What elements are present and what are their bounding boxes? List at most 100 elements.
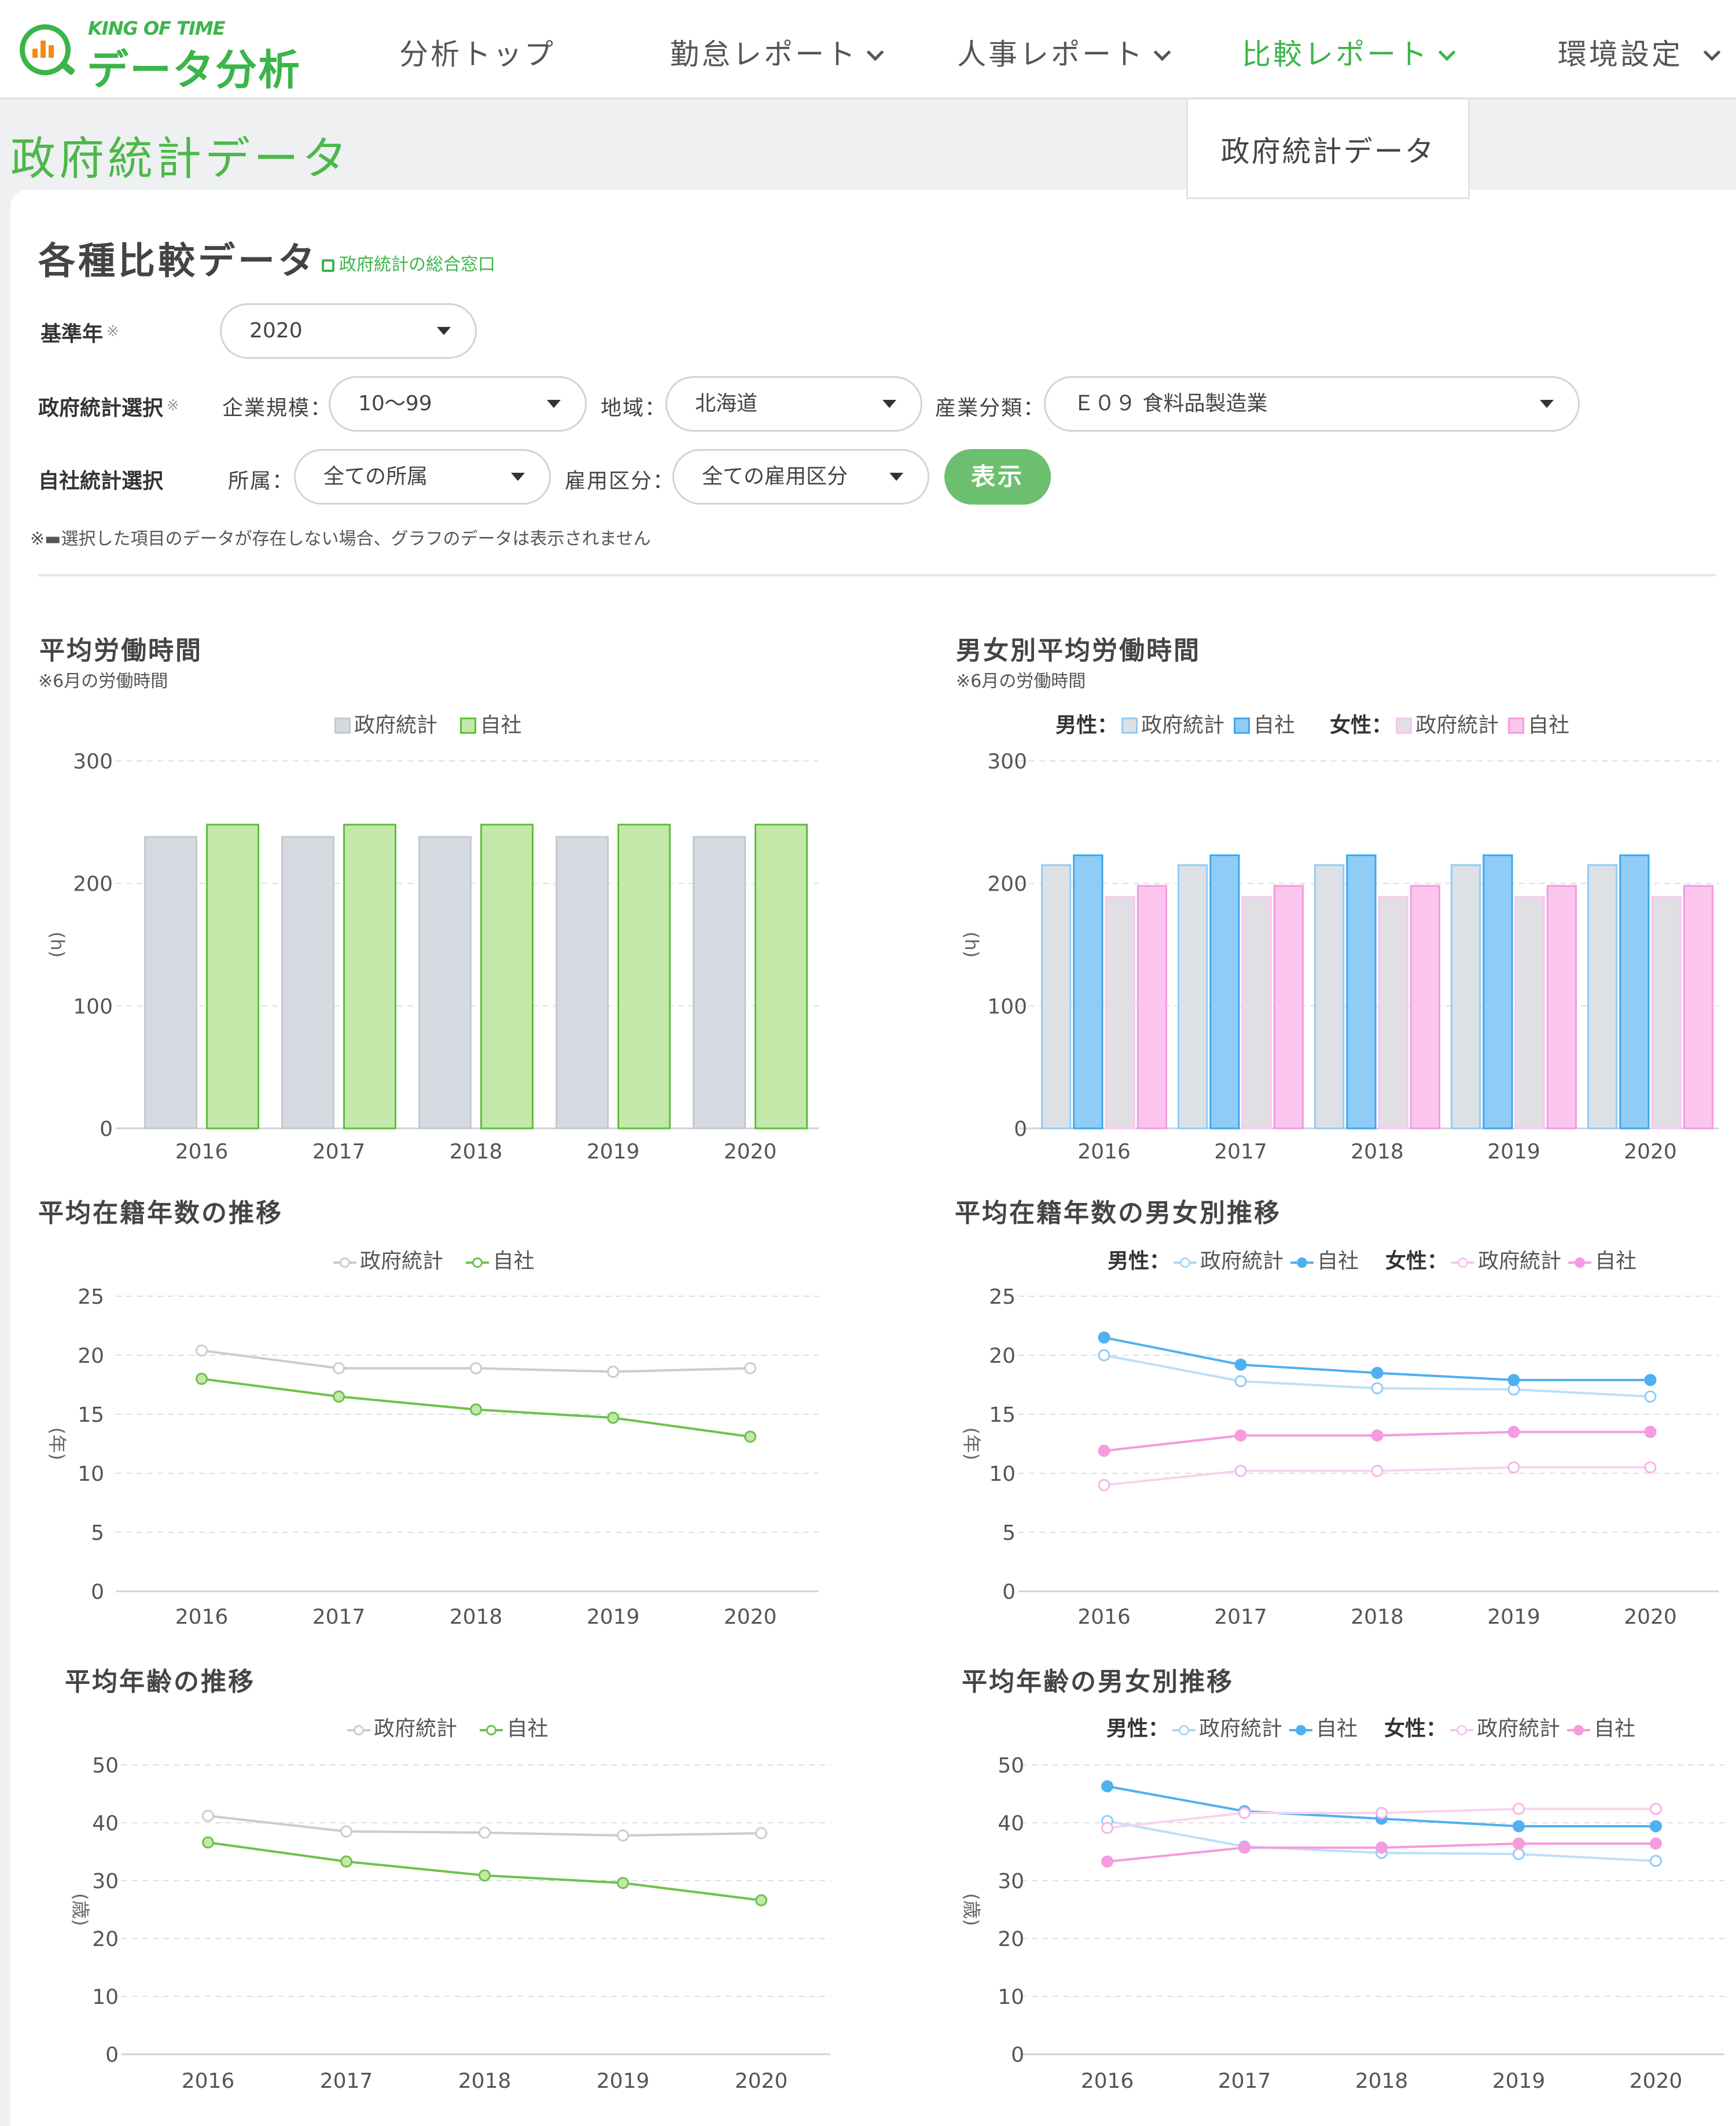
nav-hr-report[interactable]: 人事レポート xyxy=(957,31,1171,73)
y-tick-label: 10 xyxy=(989,1462,1016,1486)
x-tick-label: 2020 xyxy=(1624,1605,1677,1629)
base-year-select[interactable]: 2020 xyxy=(220,303,477,359)
legend-item-male-own[interactable]: 自社 xyxy=(1289,1717,1358,1741)
legend-item-male-gov[interactable]: 政府統計 xyxy=(1121,713,1224,737)
employment-type-select[interactable]: 全ての雇用区分 xyxy=(672,449,929,505)
bar xyxy=(1410,885,1440,1130)
required-mark: ※ xyxy=(106,323,119,340)
legend-item-female-gov[interactable]: 政府統計 xyxy=(1451,1249,1561,1273)
submenu-item-government-stats[interactable]: 政府統計データ xyxy=(1186,100,1470,199)
legend-item-own[interactable]: 自社 xyxy=(480,1717,548,1741)
x-tick-label: 2019 xyxy=(597,2069,650,2093)
nav-settings[interactable]: 環境設定 xyxy=(1558,31,1721,73)
chart-title-avg-hours: 平均労働時間 xyxy=(39,636,203,665)
bar xyxy=(1483,854,1513,1130)
bar xyxy=(1378,896,1408,1130)
data-point xyxy=(1101,1780,1113,1793)
chart-title-gender-age: 平均年齢の男女別推移 xyxy=(962,1667,1234,1697)
y-axis-label: (h) xyxy=(46,932,68,958)
industry-select[interactable]: Ｅ０９ 食料品製造業 xyxy=(1044,376,1580,432)
legend-line xyxy=(1174,1255,1197,1271)
data-point xyxy=(1101,1855,1113,1868)
chart-subtitle-avg-hours: ※6月の労働時間 xyxy=(38,671,168,691)
legend-label: 自社 xyxy=(492,1249,535,1273)
bar xyxy=(281,836,334,1130)
legend-avg-hours: 政府統計 自社 xyxy=(334,708,538,738)
legend-item-female-gov[interactable]: 政府統計 xyxy=(1396,713,1499,737)
nav-analysis-top[interactable]: 分析トップ xyxy=(399,31,556,73)
nav-comparison-report[interactable]: 比較レポート xyxy=(1242,31,1456,73)
region-select[interactable]: 北海道 xyxy=(665,376,922,432)
y-tick-label: 100 xyxy=(987,995,1027,1018)
legend-label: 政府統計 xyxy=(1415,713,1499,737)
y-tick-label: 10 xyxy=(998,1985,1024,2009)
legend-item-gov[interactable]: 政府統計 xyxy=(334,713,437,737)
bar xyxy=(418,836,472,1130)
bar xyxy=(1041,864,1072,1130)
legend-item-female-gov[interactable]: 政府統計 xyxy=(1450,1717,1560,1741)
legend-label: 政府統計 xyxy=(1200,1249,1284,1273)
legend-item-female-own[interactable]: 自社 xyxy=(1568,1249,1636,1273)
required-mark: ※ xyxy=(167,397,179,414)
legend-item-male-gov[interactable]: 政府統計 xyxy=(1172,1717,1282,1741)
legend-label: 自社 xyxy=(1317,1249,1359,1273)
nav-attendance-report[interactable]: 勤怠レポート xyxy=(670,31,884,73)
legend-label: 政府統計 xyxy=(360,1249,444,1273)
chart-gender-tenure: 0 5 10 15 20 25 (年) 2016 2017 2018 2019 2020 xyxy=(961,1285,1719,1629)
legend-item-gov[interactable]: 政府統計 xyxy=(347,1717,457,1741)
x-tick-label: 2020 xyxy=(724,1140,777,1164)
external-link-icon xyxy=(322,259,334,272)
data-point xyxy=(755,1894,767,1907)
data-point xyxy=(1098,1478,1110,1491)
bar xyxy=(1651,896,1682,1130)
data-point xyxy=(1507,1374,1520,1386)
legend-item-male-gov[interactable]: 政府統計 xyxy=(1174,1249,1283,1273)
caret-down-icon xyxy=(889,473,903,481)
page-title: 政府統計データ xyxy=(10,133,351,185)
region-label: 地域： xyxy=(601,396,667,420)
legend-item-male-own[interactable]: 自社 xyxy=(1290,1249,1359,1273)
caret-down-icon xyxy=(882,400,896,408)
data-point xyxy=(1371,1465,1384,1477)
nav-label: 分析トップ xyxy=(399,38,556,71)
chart-gender-hours: 0 100 200 300 (h) 2016 2017 2018 2019 2020 xyxy=(961,750,1719,1164)
y-axis-label: (年) xyxy=(46,1428,68,1461)
legend-item-male-own[interactable]: 自社 xyxy=(1234,713,1295,737)
department-select[interactable]: 全ての所属 xyxy=(294,449,551,505)
company-size-select[interactable]: 10〜99 xyxy=(329,376,587,432)
external-link-label: 政府統計の総合窓口 xyxy=(339,255,495,275)
y-tick-label: 0 xyxy=(105,2043,119,2067)
legend-group-female: 女性： xyxy=(1384,1717,1447,1741)
y-tick-label: 15 xyxy=(989,1403,1016,1427)
external-link[interactable]: 政府統計の総合窓口 xyxy=(322,250,495,275)
chart-title-gender-hours: 男女別平均労働時間 xyxy=(956,636,1201,665)
caret-down-icon xyxy=(547,400,561,408)
x-tick-label: 2016 xyxy=(1081,2069,1134,2093)
data-point xyxy=(1650,1820,1662,1833)
x-tick-label: 2020 xyxy=(1630,2069,1683,2093)
data-point xyxy=(196,1344,208,1357)
bar xyxy=(1105,896,1135,1130)
section-title: 各種比較データ xyxy=(38,240,318,283)
data-point xyxy=(1513,1837,1525,1850)
data-point xyxy=(617,1877,629,1889)
x-tick-label: 2018 xyxy=(458,2069,512,2093)
legend-line xyxy=(1451,1255,1475,1271)
base-year-label-text: 基準年 xyxy=(41,322,104,346)
legend-item-female-own[interactable]: 自社 xyxy=(1508,713,1569,737)
legend-label: 政府統計 xyxy=(354,713,438,737)
legend-label: 自社 xyxy=(1528,713,1570,737)
legend-item-gov[interactable]: 政府統計 xyxy=(333,1249,443,1273)
show-button[interactable]: 表示 xyxy=(944,449,1051,505)
legend-item-own[interactable]: 自社 xyxy=(460,713,521,737)
legend-item-own[interactable]: 自社 xyxy=(466,1249,534,1273)
app-logo[interactable]: KING OF TIME データ分析 xyxy=(20,16,300,94)
data-point xyxy=(340,1825,352,1838)
legend-gender-age: 男性： 政府統計 自社 女性： 政府統計 自社 xyxy=(1106,1712,1652,1742)
industry-value: Ｅ０９ 食料品製造業 xyxy=(1073,392,1268,415)
x-tick-label: 2018 xyxy=(1351,1605,1404,1629)
legend-item-female-own[interactable]: 自社 xyxy=(1567,1717,1635,1741)
data-point xyxy=(202,1809,214,1822)
data-point xyxy=(1375,1841,1388,1854)
data-point xyxy=(755,1827,767,1840)
